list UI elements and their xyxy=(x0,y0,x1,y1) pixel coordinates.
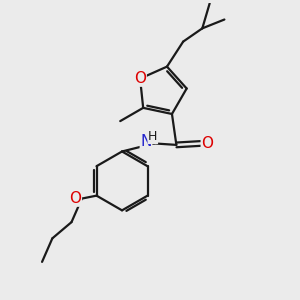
Text: O: O xyxy=(69,191,81,206)
Text: O: O xyxy=(201,136,213,151)
Text: O: O xyxy=(134,71,146,86)
Text: N: N xyxy=(140,134,152,148)
Text: H: H xyxy=(148,130,158,143)
